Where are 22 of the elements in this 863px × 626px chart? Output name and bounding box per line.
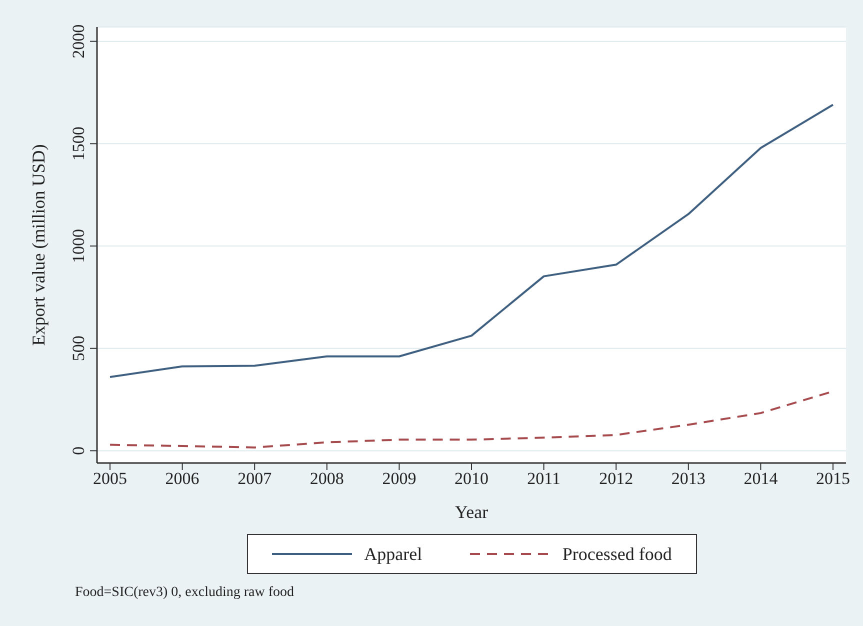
x-tick-label: 2014 [744, 469, 778, 488]
line-series [109, 104, 834, 378]
y-tick-label: 1000 [69, 229, 88, 264]
y-tick-label: 2000 [69, 24, 88, 58]
y-tick-label: 500 [69, 336, 88, 362]
x-tick-label: 2006 [165, 469, 200, 488]
y-axis-title: Export value (million USD) [28, 144, 48, 346]
x-tick-label: 2009 [382, 469, 416, 488]
x-tick-label: 2005 [93, 469, 128, 488]
x-tick-label: 2008 [310, 469, 344, 488]
x-axis-title: Year [454, 502, 488, 522]
text: Food=SIC(rev3) 0, excluding raw food [75, 585, 294, 601]
x-tick-label: 2007 [238, 469, 272, 488]
legend-label: Apparel [364, 544, 422, 564]
x-tick-label: 2010 [454, 469, 488, 488]
legend-label: Processed food [562, 544, 672, 564]
x-tick-label: 2012 [599, 469, 634, 488]
x-tick-label: 2011 [527, 469, 560, 488]
y-tick-label: 1500 [69, 126, 88, 161]
y-tick-label: 0 [69, 446, 88, 455]
x-tick-label: 2015 [816, 469, 850, 488]
x-tick-label: 2013 [671, 469, 706, 488]
